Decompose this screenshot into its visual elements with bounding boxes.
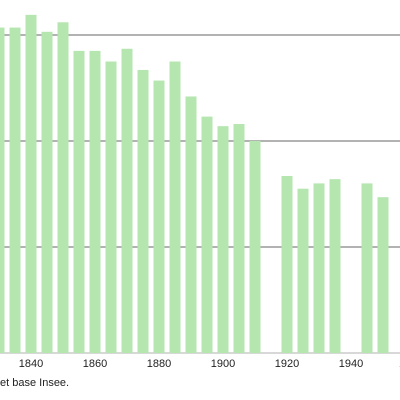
bar [201, 116, 213, 354]
bar [233, 124, 245, 353]
bar [121, 48, 133, 354]
x-tick-label: 1840 [19, 358, 43, 370]
bar [249, 140, 261, 353]
bar [217, 126, 229, 353]
bar [89, 50, 101, 354]
bar [0, 27, 5, 354]
bar [73, 50, 85, 354]
bar [297, 188, 309, 353]
bar [41, 31, 53, 354]
bar [57, 22, 69, 353]
bar [9, 27, 21, 354]
bar [169, 61, 181, 353]
bar [185, 96, 197, 354]
bar [137, 69, 149, 354]
bar [313, 183, 325, 353]
x-tick-label: 1920 [275, 358, 299, 370]
x-tick-label: 1880 [147, 358, 171, 370]
bar [25, 14, 37, 353]
source-note: et base Insee. [0, 377, 69, 389]
bar [361, 183, 373, 353]
x-tick-label: 1900 [211, 358, 235, 370]
bar [105, 61, 117, 353]
bar [329, 179, 341, 353]
x-tick-label: 1860 [83, 358, 107, 370]
x-tick-label: 1940 [339, 358, 363, 370]
bar [281, 175, 293, 353]
bar [377, 197, 389, 353]
bar [153, 80, 165, 353]
